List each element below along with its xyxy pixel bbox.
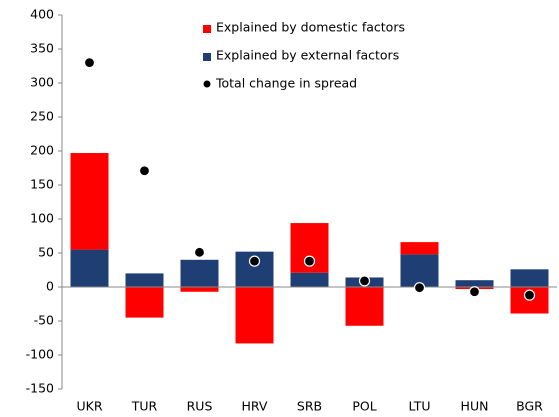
legend-label: Explained by domestic factors bbox=[216, 20, 405, 35]
total-dot bbox=[358, 275, 371, 287]
total-dot bbox=[193, 246, 206, 258]
bar bbox=[510, 269, 549, 287]
x-tick-label: POL bbox=[352, 399, 376, 414]
total-dot bbox=[468, 286, 481, 298]
total-dot bbox=[303, 255, 316, 267]
bar bbox=[180, 259, 219, 287]
bar bbox=[345, 287, 384, 326]
y-tick-label: 50 bbox=[38, 245, 54, 260]
bar bbox=[290, 272, 329, 287]
legend-label: Explained by external factors bbox=[216, 48, 399, 63]
y-tick-label: 300 bbox=[30, 75, 54, 90]
x-tick-label: UKR bbox=[76, 399, 102, 414]
bar bbox=[180, 287, 219, 292]
x-tick-label: LTU bbox=[408, 399, 430, 414]
total-dot bbox=[138, 165, 151, 177]
y-tick-label: 200 bbox=[30, 143, 54, 158]
total-dot bbox=[83, 56, 96, 69]
bar bbox=[235, 287, 274, 344]
x-tick-label: HUN bbox=[461, 399, 489, 414]
y-tick-label: 150 bbox=[30, 177, 54, 192]
y-tick-label: 350 bbox=[30, 41, 54, 56]
y-tick-label: 0 bbox=[46, 279, 54, 294]
legend-swatch bbox=[203, 25, 211, 33]
x-tick-label: HRV bbox=[242, 399, 268, 414]
x-tick-label: SRB bbox=[297, 399, 322, 414]
x-tick-label: TUR bbox=[131, 399, 158, 414]
x-tick-label: RUS bbox=[187, 399, 213, 414]
total-dot bbox=[248, 255, 261, 267]
bar bbox=[400, 254, 439, 287]
y-tick-label: 100 bbox=[30, 211, 54, 226]
legend-swatch bbox=[203, 53, 211, 61]
legend-label: Total change in spread bbox=[215, 76, 357, 91]
bar bbox=[400, 242, 439, 255]
bar bbox=[70, 153, 109, 250]
x-tick-label: BGR bbox=[516, 399, 543, 414]
total-dot bbox=[523, 289, 536, 301]
y-tick-label: -50 bbox=[34, 313, 54, 328]
bar bbox=[125, 287, 164, 318]
bar bbox=[455, 280, 494, 287]
y-tick-label: -100 bbox=[26, 347, 54, 362]
bar bbox=[70, 249, 109, 287]
legend-swatch bbox=[203, 80, 211, 88]
y-tick-label: 400 bbox=[30, 7, 54, 22]
total-dot bbox=[413, 282, 426, 294]
y-tick-label: 250 bbox=[30, 109, 54, 124]
y-tick-label: -150 bbox=[26, 381, 54, 396]
bar bbox=[125, 273, 164, 287]
